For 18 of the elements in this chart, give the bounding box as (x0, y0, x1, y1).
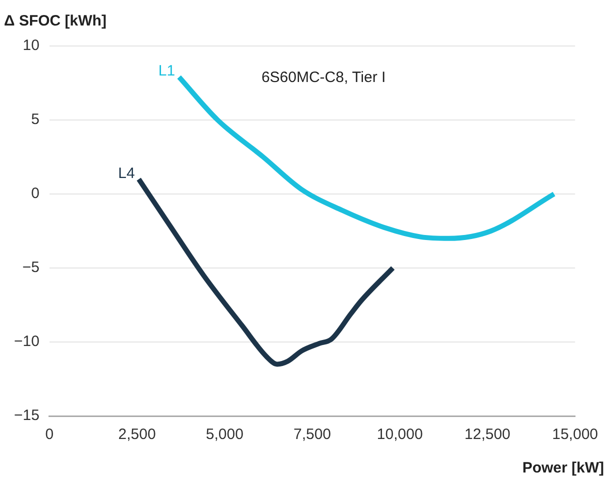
series-label: L1 (158, 62, 176, 80)
x-tick-label: 15,000 (552, 426, 598, 444)
x-tick-label: 10,000 (376, 426, 423, 444)
y-tick-label: 5 (31, 111, 40, 128)
annotation: 6S60MC-C8, Tier I (261, 69, 386, 86)
y-tick-label: −10 (14, 333, 40, 350)
x-tick-label: 5,000 (206, 426, 244, 444)
x-tick-label: 2,500 (118, 426, 156, 444)
y-tick-label: −15 (14, 407, 40, 424)
x-tick-label: 7,500 (293, 426, 332, 444)
y-tick-label: 0 (31, 185, 40, 202)
y-tick-label: 10 (22, 37, 40, 54)
x-tick-label: 12,500 (464, 426, 510, 444)
x-tick-label: 0 (45, 426, 54, 444)
x-axis-title: Power [kW] (522, 460, 604, 477)
y-tick-label: −5 (22, 259, 40, 276)
series-label: L4 (118, 164, 135, 182)
y-axis-title: Δ SFOC [kWh] (4, 12, 106, 30)
